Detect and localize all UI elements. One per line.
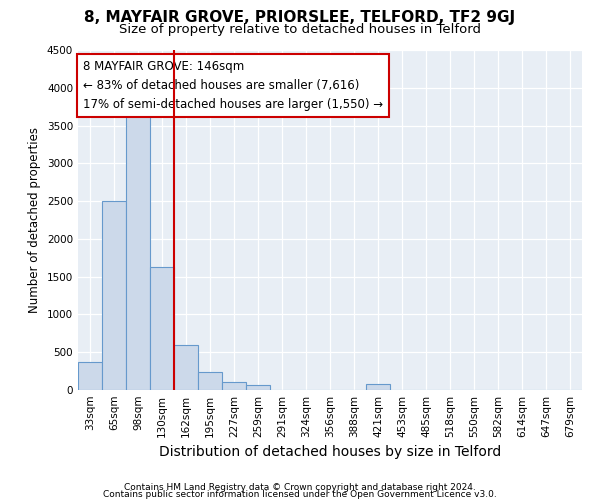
Text: Size of property relative to detached houses in Telford: Size of property relative to detached ho…: [119, 22, 481, 36]
Bar: [246, 384, 270, 390]
X-axis label: Distribution of detached houses by size in Telford: Distribution of detached houses by size …: [159, 446, 501, 460]
Bar: [126, 110, 150, 390]
Bar: [366, 384, 390, 390]
Y-axis label: Number of detached properties: Number of detached properties: [28, 127, 41, 313]
Bar: [78, 362, 102, 390]
Text: 8 MAYFAIR GROVE: 146sqm
← 83% of detached houses are smaller (7,616)
17% of semi: 8 MAYFAIR GROVE: 146sqm ← 83% of detache…: [83, 60, 383, 111]
Bar: [102, 201, 126, 390]
Text: Contains HM Land Registry data © Crown copyright and database right 2024.: Contains HM Land Registry data © Crown c…: [124, 484, 476, 492]
Bar: [198, 372, 222, 390]
Text: Contains public sector information licensed under the Open Government Licence v3: Contains public sector information licen…: [103, 490, 497, 499]
Bar: [222, 382, 246, 390]
Bar: [150, 267, 174, 390]
Text: 8, MAYFAIR GROVE, PRIORSLEE, TELFORD, TF2 9GJ: 8, MAYFAIR GROVE, PRIORSLEE, TELFORD, TF…: [85, 10, 515, 25]
Bar: [174, 344, 198, 390]
